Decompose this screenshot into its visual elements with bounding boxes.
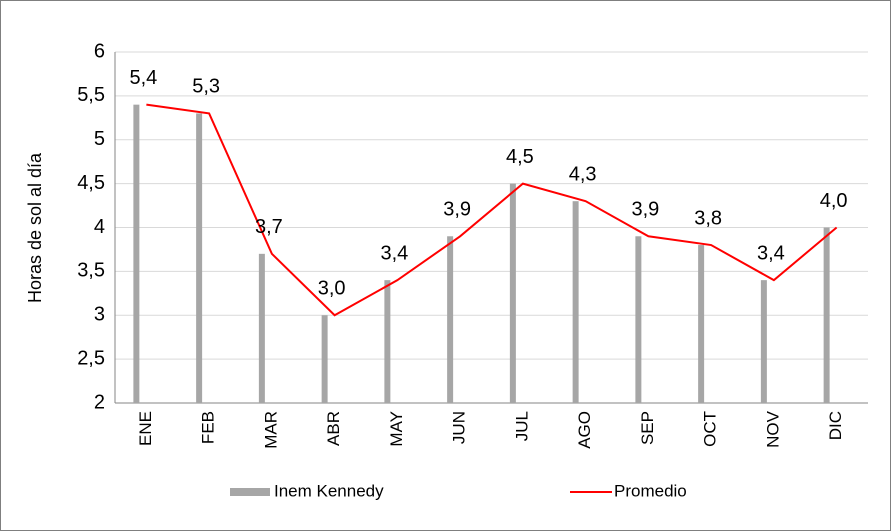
x-tick-label: JUN [450,411,469,444]
bar [133,104,140,404]
y-tick-label: 3 [94,304,105,326]
bar [258,253,265,403]
bar [572,201,579,403]
x-tick-label: ABR [324,411,343,446]
x-tick-label: JUL [512,411,531,441]
data-label: 3,4 [380,242,408,264]
x-tick-label: OCT [701,411,720,447]
data-label: 5,3 [192,76,220,98]
data-label: 3,4 [757,242,785,264]
data-label: 4,3 [569,163,597,185]
y-tick-label: 2,5 [77,347,105,369]
y-tick-label: 2 [94,391,105,413]
data-label: 4,0 [820,190,848,212]
legend-label: Inem Kennedy [274,481,384,500]
line [146,103,838,317]
data-label: 3,7 [255,216,283,238]
bar [635,236,642,403]
y-tick-label: 5,5 [77,84,105,106]
data-label: 4,5 [506,146,534,168]
data-label: 3,9 [631,199,659,221]
bar [509,183,516,403]
y-tick-label: 6 [94,40,105,62]
legend-label: Promedio [614,481,687,500]
bar [823,227,830,403]
bar [384,280,391,403]
bar [698,245,705,403]
y-tick-label: 4,5 [77,172,105,194]
data-label: 3,8 [694,207,722,229]
x-tick-label: NOV [763,410,782,448]
x-tick-label: MAY [387,411,406,447]
data-label: 5,4 [129,67,157,89]
x-tick-label: DIC [826,411,845,440]
y-tick-label: 4 [94,216,105,238]
bar [760,280,767,403]
x-tick-label: AGO [575,411,594,449]
x-tick-label: SEP [638,411,657,445]
x-tick-label: ENE [136,411,155,446]
bar [447,236,454,403]
x-tick-label: MAR [261,411,280,449]
legend-swatch [230,488,270,496]
y-tick-label: 3,5 [77,260,105,282]
bar [321,315,328,403]
y-tick-label: 5 [94,128,105,150]
data-label: 3,0 [318,278,346,300]
data-label: 3,9 [443,199,471,221]
y-axis-title: Horas de sol al día [25,152,45,303]
x-tick-label: FEB [199,411,218,444]
bar [196,113,203,404]
